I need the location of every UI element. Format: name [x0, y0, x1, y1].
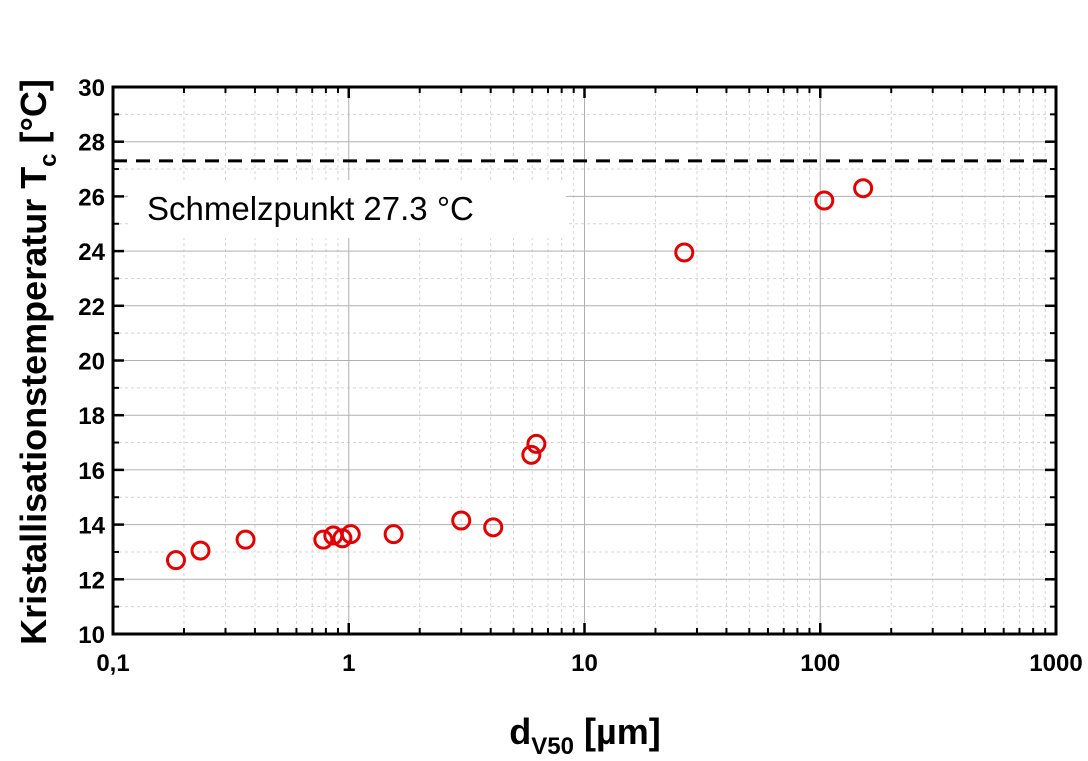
annotation-box: Schmelzpunkt 27.3 °C	[128, 180, 566, 238]
y-axis-title-sub: c	[35, 153, 62, 166]
y-axis-title: Kristallisationstemperatur Tc [°C]	[13, 79, 62, 645]
y-tick-label: 24	[78, 239, 105, 266]
y-tick-label: 20	[78, 349, 105, 376]
x-axis-title-main: d	[509, 711, 531, 752]
y-tick-label: 10	[78, 622, 105, 649]
y-axis-title-unit: [°C]	[13, 79, 54, 153]
y-tick-label: 12	[78, 567, 105, 594]
y-tick-labels: 10 12 14 16 18 20 22 24 26 28 30	[78, 75, 105, 649]
y-axis-title-main: Kristallisationstemperatur T	[13, 167, 54, 645]
y-tick-label: 30	[78, 75, 105, 102]
x-tick-label: 100	[800, 650, 840, 677]
y-tick-label: 16	[78, 458, 105, 485]
axis-ticks	[111, 85, 1058, 636]
annotation-background	[128, 180, 566, 238]
data-point	[853, 178, 874, 199]
data-point	[383, 524, 404, 545]
y-tick-label: 14	[78, 513, 105, 540]
x-tick-label: 1	[342, 650, 355, 677]
data-point	[526, 433, 547, 454]
data-point	[313, 529, 334, 550]
data-point	[521, 444, 542, 465]
x-axis-title: dV50 [µm]	[509, 711, 660, 760]
data-point	[235, 529, 256, 550]
annotation-label: Schmelzpunkt 27.3 °C	[147, 190, 474, 227]
x-tick-label: 10	[571, 650, 598, 677]
x-tick-label: 1000	[1029, 650, 1082, 677]
data-point	[483, 517, 504, 538]
y-tick-label: 18	[78, 403, 105, 430]
data-point	[190, 540, 211, 561]
x-tick-labels: 0,1 1 10 100 1000	[96, 650, 1082, 677]
y-tick-label: 22	[78, 294, 105, 321]
data-point	[451, 510, 472, 531]
data-point	[674, 242, 695, 263]
grid	[112, 86, 1057, 635]
x-axis-title-unit: [µm]	[574, 711, 661, 752]
data-point	[165, 550, 186, 571]
data-point	[814, 190, 835, 211]
y-tick-label: 26	[78, 184, 105, 211]
data-points	[165, 178, 874, 571]
data-point	[340, 524, 361, 545]
x-tick-label: 0,1	[96, 650, 129, 677]
y-tick-label: 28	[78, 130, 105, 157]
x-axis-title-sub: V50	[531, 733, 574, 760]
